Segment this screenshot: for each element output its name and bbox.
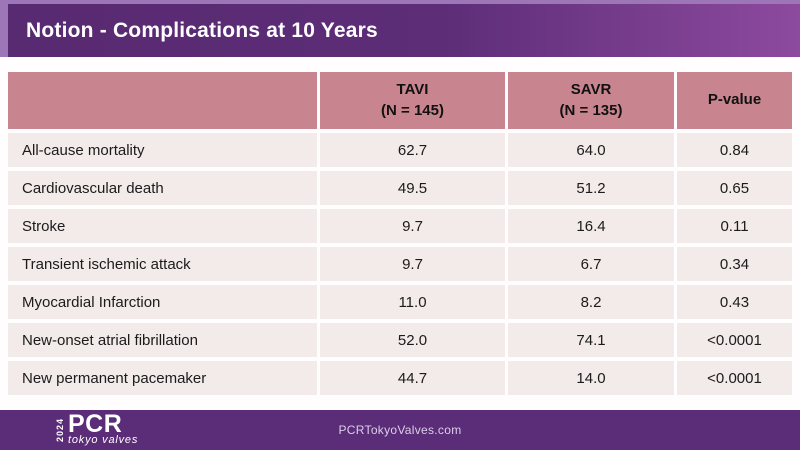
p-value: 0.11: [677, 209, 792, 243]
tavi-value: 44.7: [320, 361, 505, 395]
row-label: Cardiovascular death: [8, 171, 317, 205]
logo-text: PCR tokyo valves: [68, 410, 139, 447]
tavi-value: 62.7: [320, 133, 505, 167]
row-label: New permanent pacemaker: [8, 361, 317, 395]
tavi-value: 52.0: [320, 323, 505, 357]
tokyo-valves-text: tokyo valves: [68, 434, 139, 446]
complications-table: TAVI (N = 145) SAVR (N = 135) P-value Al…: [8, 72, 792, 395]
row-label: Myocardial Infarction: [8, 285, 317, 319]
savr-value: 16.4: [508, 209, 674, 243]
tavi-n: (N = 145): [381, 101, 444, 119]
tavi-value: 49.5: [320, 171, 505, 205]
logo-year: 2024: [55, 417, 65, 443]
row-label: All-cause mortality: [8, 133, 317, 167]
footer-bar: 2024 PCR tokyo valves PCRTokyoValves.com: [0, 410, 800, 450]
table-grid: TAVI (N = 145) SAVR (N = 135) P-value Al…: [8, 72, 792, 395]
row-label: Transient ischemic attack: [8, 247, 317, 281]
p-value: 0.43: [677, 285, 792, 319]
savr-value: 74.1: [508, 323, 674, 357]
row-label: New-onset atrial fibrillation: [8, 323, 317, 357]
footer-url: PCRTokyoValves.com: [338, 423, 462, 437]
savr-value: 8.2: [508, 285, 674, 319]
title-banner: Notion - Complications at 10 Years: [0, 0, 800, 57]
tavi-value: 9.7: [320, 247, 505, 281]
p-value: <0.0001: [677, 361, 792, 395]
savr-name: SAVR: [570, 81, 612, 99]
header-cell-empty: [8, 72, 317, 129]
savr-value: 64.0: [508, 133, 674, 167]
pcr-tokyo-valves-logo: 2024 PCR tokyo valves: [55, 410, 139, 447]
row-label: Stroke: [8, 209, 317, 243]
tavi-value: 9.7: [320, 209, 505, 243]
savr-value: 6.7: [508, 247, 674, 281]
tavi-value: 11.0: [320, 285, 505, 319]
savr-n: (N = 135): [559, 101, 623, 119]
savr-value: 51.2: [508, 171, 674, 205]
p-value: 0.84: [677, 133, 792, 167]
savr-value: 14.0: [508, 361, 674, 395]
p-value: 0.34: [677, 247, 792, 281]
p-value: 0.65: [677, 171, 792, 205]
tavi-name: TAVI: [396, 81, 429, 99]
header-cell-savr: SAVR (N = 135): [508, 72, 674, 129]
header-cell-pvalue: P-value: [677, 72, 792, 129]
header-cell-tavi: TAVI (N = 145): [320, 72, 505, 129]
page-title: Notion - Complications at 10 Years: [26, 18, 378, 42]
p-value: <0.0001: [677, 323, 792, 357]
pcr-logo-text: PCR: [68, 410, 123, 438]
